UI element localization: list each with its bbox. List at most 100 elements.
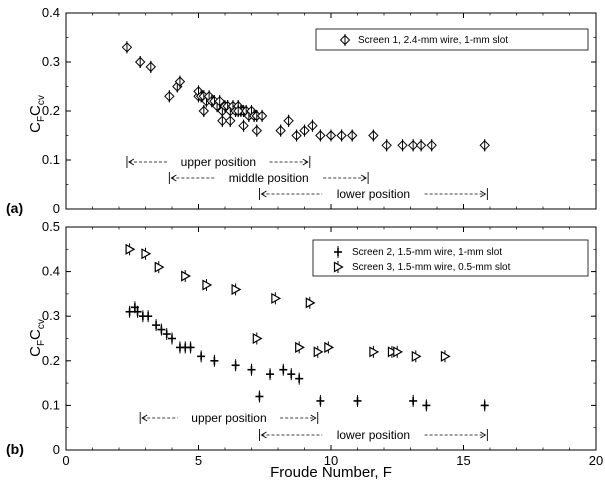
annotation-label-b-1: lower position xyxy=(337,428,410,442)
ylabel-b-c2: C xyxy=(27,329,44,340)
point-b-s0-5 xyxy=(152,319,161,332)
point-b-s0-17 xyxy=(266,368,275,381)
point-b-s1-12 xyxy=(369,345,380,358)
annotation-middle-position-a: middle position xyxy=(168,171,369,185)
ylabel-a-sub2: cv xyxy=(36,95,47,105)
y-tick-label-a-4: 0.4 xyxy=(42,5,60,20)
point-a-s0-2 xyxy=(145,60,157,73)
point-b-s1-1 xyxy=(141,247,152,260)
legend-label-screen1: Screen 1, 2.4-mm wire, 1-mm slot xyxy=(358,35,508,46)
point-a-s0-52 xyxy=(479,139,490,152)
y-tick-label-a-0: 0 xyxy=(53,201,60,216)
legend-symbol-a xyxy=(339,34,351,46)
annotation-lower-position-b: lower position xyxy=(259,428,488,442)
point-a-s0-42 xyxy=(315,129,326,142)
point-a-s0-51 xyxy=(426,139,437,152)
ylabel-b-c1: C xyxy=(27,346,44,357)
x-tick-label-2: 10 xyxy=(324,453,338,468)
point-b-s0-4 xyxy=(144,310,153,323)
point-a-s0-15 xyxy=(214,95,225,108)
legend-marker-screen3 xyxy=(333,261,344,273)
point-a-s0-30 xyxy=(256,109,268,122)
point-a-s0-1 xyxy=(134,56,146,68)
x-tick-label-0: 0 xyxy=(62,453,69,468)
point-b-s1-11 xyxy=(324,341,335,354)
point-b-s1-8 xyxy=(295,341,305,354)
point-b-s1-0 xyxy=(125,243,136,256)
annotation-label-a-1: middle position xyxy=(229,171,309,185)
annotation-label-a-0: upper position xyxy=(181,155,256,169)
point-a-s0-41 xyxy=(307,119,318,132)
y-tick-label-a-3: 0.3 xyxy=(42,54,60,69)
point-b-s0-20 xyxy=(295,372,304,385)
panel-label-b: (b) xyxy=(6,441,24,457)
point-b-s0-25 xyxy=(480,399,489,412)
y-axis-label-b: CFCcv xyxy=(27,319,47,357)
point-b-s0-13 xyxy=(210,354,219,367)
point-b-s0-8 xyxy=(168,332,176,345)
annotation-upper-position-b: upper position xyxy=(139,411,319,425)
legend-box-b xyxy=(312,239,589,277)
point-b-s0-7 xyxy=(162,328,171,341)
y-tick-label-b-4: 0.4 xyxy=(42,264,60,279)
point-b-s1-2 xyxy=(154,261,165,274)
point-a-s0-45 xyxy=(346,129,358,142)
legend-label-screen2: Screen 2, 1.5-mm wire, 1-mm slot xyxy=(352,247,502,258)
y-tick-label-b-5: 0.5 xyxy=(42,219,60,234)
point-a-s0-46 xyxy=(368,129,379,142)
ylabel-a-sub1: F xyxy=(36,116,47,122)
point-b-s0-6 xyxy=(157,323,166,336)
point-b-s1-9 xyxy=(305,296,316,309)
point-a-s0-3 xyxy=(164,90,175,103)
point-b-s1-5 xyxy=(231,283,242,296)
point-a-s0-32 xyxy=(217,114,228,127)
point-b-s1-3 xyxy=(181,270,191,283)
x-tick-label-1: 5 xyxy=(195,453,202,468)
point-a-s0-5 xyxy=(174,75,186,88)
point-a-s0-50 xyxy=(415,139,427,152)
point-b-s1-7 xyxy=(271,292,282,305)
y-tick-label-b-1: 0.1 xyxy=(42,397,60,412)
y-axis-label-a: CFCcv xyxy=(27,95,47,133)
point-b-s0-22 xyxy=(353,394,362,407)
point-a-s0-39 xyxy=(291,129,302,142)
ticks-a: 0 0.1 0.2 0.3 0.4 xyxy=(42,5,597,216)
marks-b xyxy=(125,243,489,412)
y-tick-label-b-2: 0.2 xyxy=(42,353,60,368)
point-a-s0-33 xyxy=(225,114,236,127)
point-a-s0-40 xyxy=(299,124,310,137)
legend-symbols-b xyxy=(333,246,344,273)
point-b-s0-2 xyxy=(133,305,142,318)
marks-a xyxy=(121,41,490,152)
point-b-s0-24 xyxy=(422,399,431,412)
panel-a: 0 0.1 0.2 0.3 0.4 upper position middle posit… xyxy=(6,5,597,216)
point-a-s0-37 xyxy=(275,124,286,137)
point-b-s0-23 xyxy=(409,394,418,407)
annotation-label-a-2: lower position xyxy=(337,187,410,201)
point-b-s1-10 xyxy=(313,345,324,358)
legend-marker-screen1 xyxy=(339,34,351,46)
ylabel-a-c2: C xyxy=(27,105,44,116)
panel-b: 0 5 10 15 20 0 0.1 0.2 0.3 0.4 0.5 upper position l… xyxy=(6,219,603,481)
x-axis-label: Froude Number, F xyxy=(270,464,392,481)
annotation-lower-position-a: lower position xyxy=(259,187,488,201)
legend-marker-screen2 xyxy=(334,246,342,258)
annotations-a: upper position middle position lower posit… xyxy=(126,155,488,201)
point-b-s0-21 xyxy=(316,394,325,407)
legend-box-a xyxy=(315,28,589,51)
point-a-s0-35 xyxy=(238,119,249,132)
x-tick-label-3: 15 xyxy=(456,453,470,468)
point-b-s1-14 xyxy=(393,345,403,358)
point-b-s1-6 xyxy=(252,332,263,345)
point-a-s0-34 xyxy=(233,105,244,117)
point-b-s0-12 xyxy=(197,350,206,363)
y-tick-label-b-3: 0.3 xyxy=(42,308,60,323)
point-b-s1-4 xyxy=(202,278,213,291)
legend-a: Screen 1, 2.4-mm wire, 1-mm slot xyxy=(315,28,589,51)
ylabel-b-sub1: F xyxy=(36,340,47,346)
point-a-s0-48 xyxy=(397,139,408,152)
point-b-s0-19 xyxy=(287,368,296,381)
annotation-upper-position-a: upper position xyxy=(126,155,311,169)
point-b-s0-11 xyxy=(186,341,195,354)
